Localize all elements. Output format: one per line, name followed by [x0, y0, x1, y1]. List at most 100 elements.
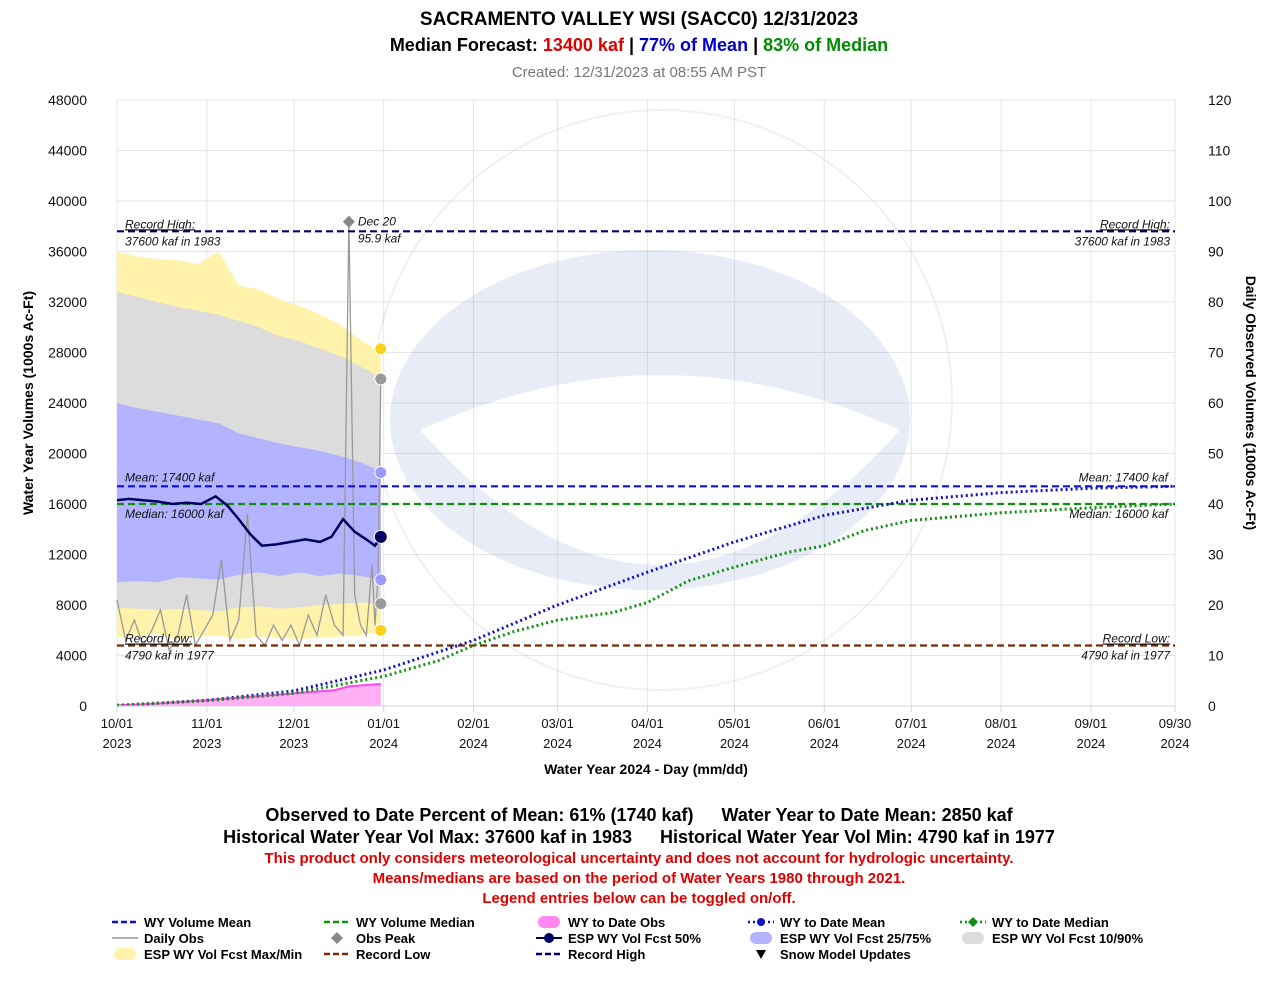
- wy-to-date-mean-text: Water Year to Date Mean: 2850 kaf: [721, 805, 1013, 825]
- y-tick-label: 0: [79, 698, 87, 714]
- legend-label: ESP WY Vol Fcst 50%: [568, 930, 701, 946]
- gray-diamond-icon: [322, 931, 356, 945]
- legend-label: Obs Peak: [356, 930, 416, 946]
- wy-obs-line: [116, 683, 381, 707]
- x-tick-label: 2024: [987, 736, 1016, 751]
- x-tick-label: 2024: [1161, 736, 1190, 751]
- y2-tick-label: 100: [1208, 193, 1232, 209]
- disclaimer-note: This product only considers meteorologic…: [264, 850, 1014, 867]
- chart-title: SACRAMENTO VALLEY WSI (SACC0) 12/31/2023: [419, 9, 859, 30]
- forecast-pct-median: 83% of Median: [763, 35, 889, 55]
- dotted-blue-dot-icon: [746, 915, 780, 929]
- dashed-line-green-icon: [322, 915, 356, 929]
- stats-line-1: Observed to Date Percent of Mean: 61% (1…: [0, 805, 1278, 826]
- forecast-separator: |: [753, 35, 759, 55]
- wy-to-date-mean-line: [116, 484, 1176, 707]
- y2-tick-label: 20: [1208, 597, 1224, 613]
- y-axis-title: Water Year Volumes (1000s Ac-Ft): [20, 291, 36, 515]
- forecast-summary: Median Forecast: 13400 kaf | 77% of Mean…: [0, 35, 1278, 56]
- forecast-pct-mean: 77% of Mean: [639, 35, 749, 55]
- forecast-kaf: 13400 kaf: [542, 35, 624, 55]
- x-tick-label: 04/01: [631, 716, 664, 731]
- legend-item-wy-to-date-median[interactable]: WY to Date Median: [958, 914, 1109, 930]
- legend-item-wy-to-date-mean[interactable]: WY to Date Mean: [746, 914, 885, 930]
- legend-item-record-low[interactable]: Record Low: [322, 946, 430, 962]
- reference-label-mean: Mean: 17400 kaf: [1079, 470, 1170, 484]
- yellow-blob-icon: [110, 947, 144, 961]
- toggle-note: Legend entries below can be toggled on/o…: [482, 890, 796, 907]
- y2-tick-label: 10: [1208, 648, 1224, 664]
- historical-min-text: Historical Water Year Vol Min: 4790 kaf …: [660, 827, 1055, 847]
- reference-label-record-low: 4790 kaf in 1977: [1081, 649, 1171, 663]
- reference-label-record-high: 37600 kaf in 1983: [125, 234, 221, 248]
- reference-label-record-high: 37600 kaf in 1983: [1075, 234, 1171, 248]
- x-tick-label: 2024: [897, 736, 926, 751]
- legend-label: ESP WY Vol Fcst Max/Min: [144, 946, 303, 962]
- legend-label: WY to Date Mean: [780, 914, 886, 930]
- legend-item-wy-volume-median[interactable]: WY Volume Median: [322, 914, 475, 930]
- y2-tick-label: 120: [1208, 92, 1232, 108]
- y2-tick-label: 110: [1208, 143, 1231, 159]
- x-tick-label: 2024: [459, 736, 488, 751]
- band-25-75: [117, 403, 381, 583]
- x-tick-label: 2024: [1076, 736, 1105, 751]
- y-tick-label: 40000: [48, 193, 87, 209]
- end-marker-min: [374, 623, 388, 637]
- end-marker-p10: [374, 597, 388, 611]
- legend-item-record-high[interactable]: Record High: [534, 946, 645, 962]
- reference-label-median: Median: 16000 kaf: [1069, 507, 1169, 521]
- gray-blob-icon: [958, 931, 992, 945]
- end-marker-p75: [374, 465, 388, 479]
- x-tick-label: 06/01: [808, 716, 841, 731]
- x-tick-label: 2024: [810, 736, 839, 751]
- lavender-blob-icon: [746, 931, 780, 945]
- legend-label: Daily Obs: [144, 930, 204, 946]
- y-tick-label: 44000: [48, 143, 87, 159]
- legend-label: WY to Date Median: [992, 914, 1109, 930]
- y-tick-label: 32000: [48, 294, 87, 310]
- legend-item-daily-obs[interactable]: Daily Obs: [110, 930, 204, 946]
- forecast-label: Median Forecast:: [389, 35, 538, 55]
- legend-item-wy-to-date-obs[interactable]: WY to Date Obs: [534, 914, 665, 930]
- navy-line-dot-icon: [534, 931, 568, 945]
- obs-peak-marker: [342, 215, 355, 228]
- wy-obs-area: [117, 684, 381, 706]
- legend-item-obs-peak[interactable]: Obs Peak: [322, 930, 415, 946]
- legend-item-esp-wy-vol-fcst-10-90[interactable]: ESP WY Vol Fcst 10/90%: [958, 930, 1143, 946]
- x-tick-label: 05/01: [718, 716, 751, 731]
- reference-label-record-low: 4790 kaf in 1977: [125, 649, 215, 663]
- legend-item-esp-wy-vol-fcst-50[interactable]: ESP WY Vol Fcst 50%: [534, 930, 701, 946]
- x-tick-label: 09/30: [1159, 716, 1192, 731]
- legend-item-esp-wy-vol-fcst-max-min[interactable]: ESP WY Vol Fcst Max/Min: [110, 946, 302, 962]
- x-tick-label: 2023: [103, 736, 132, 751]
- end-marker-p50: [373, 529, 388, 544]
- y2-tick-label: 90: [1208, 244, 1224, 260]
- obs-peak-label: 95.9 kaf: [358, 232, 402, 246]
- dotted-green-diamond-icon: [958, 915, 992, 929]
- y-tick-label: 12000: [48, 547, 87, 563]
- x-tick-label: 2023: [192, 736, 221, 751]
- y-tick-label: 36000: [48, 244, 87, 260]
- gray-line-icon: [110, 931, 144, 945]
- x-tick-label: 2024: [543, 736, 572, 751]
- y-tick-label: 4000: [56, 648, 87, 664]
- x-tick-label: 2023: [279, 736, 308, 751]
- legend-label: ESP WY Vol Fcst 25/75%: [780, 930, 932, 946]
- magenta-fill-icon: [534, 915, 568, 929]
- x-tick-label: 11/01: [191, 716, 223, 731]
- stats-line-2: Historical Water Year Vol Max: 37600 kaf…: [0, 827, 1278, 848]
- x-tick-label: 08/01: [985, 716, 1018, 731]
- legend-item-wy-volume-mean[interactable]: WY Volume Mean: [110, 914, 251, 930]
- legend-item-snow-model-updates[interactable]: Snow Model Updates: [746, 946, 911, 962]
- legend-label: Record High: [568, 946, 646, 962]
- watermark-gull: [420, 375, 900, 565]
- y2-tick-label: 50: [1208, 446, 1224, 462]
- legend: WY Volume Mean WY Volume Median WY to Date…: [110, 913, 1190, 967]
- x-tick-label: 2024: [369, 736, 398, 751]
- legend-item-esp-wy-vol-fcst-25-75[interactable]: ESP WY Vol Fcst 25/75%: [746, 930, 931, 946]
- y-tick-label: 28000: [48, 345, 87, 361]
- x-tick-label: 01/01: [367, 716, 400, 731]
- legend-label: Snow Model Updates: [780, 946, 911, 962]
- dashed-line-navy-icon: [534, 947, 568, 961]
- x-tick-label: 03/01: [541, 716, 574, 731]
